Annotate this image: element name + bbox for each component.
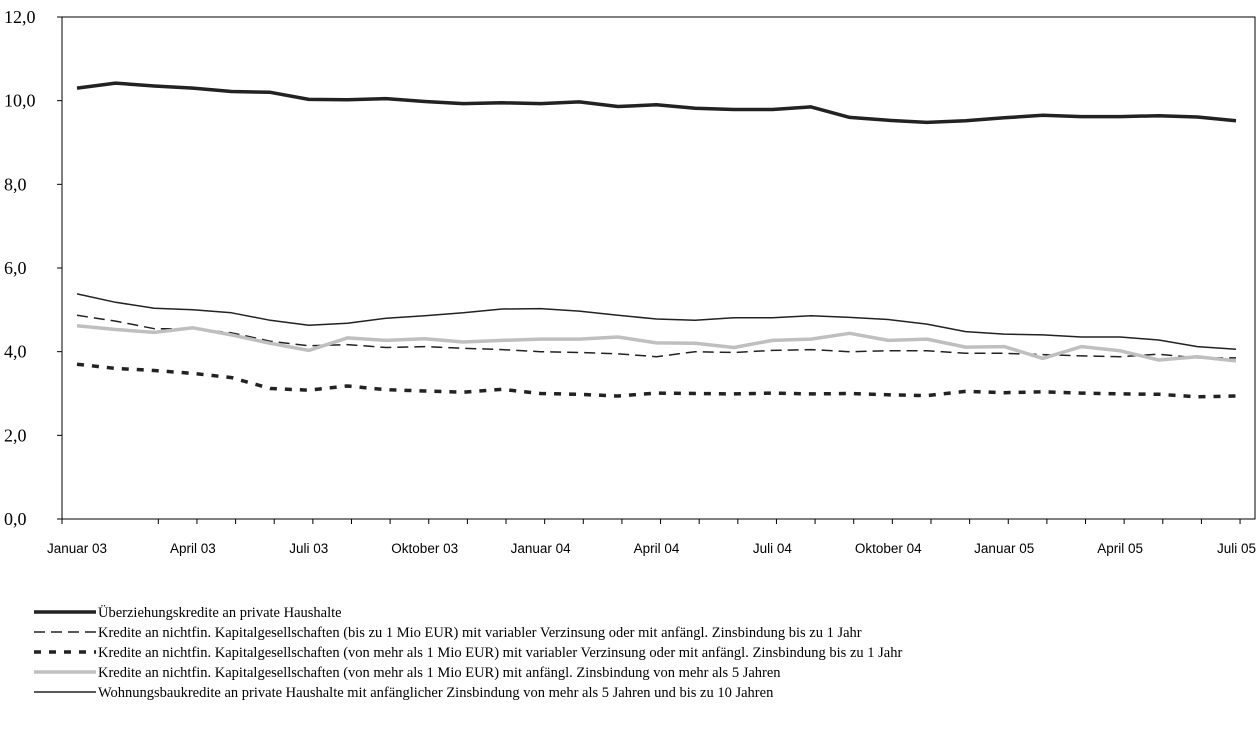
legend-label: Kredite an nichtfin. Kapitalgesellschaft… (98, 645, 902, 661)
y-tick-label: 12,0 (4, 7, 36, 27)
legend-item: Kredite an nichtfin. Kapitalgesellschaft… (34, 665, 781, 681)
series-line (76, 323, 1237, 363)
series-line (76, 362, 1237, 399)
y-axis: 0,0 2,0 4,0 6,0 8,0 10,0 12,0 (4, 7, 62, 529)
y-tick-label: 8,0 (4, 174, 27, 194)
y-tick-label: 4,0 (4, 342, 27, 362)
series-line (76, 314, 1236, 359)
legend-item: Wohnungsbaukredite an private Haushalte … (34, 685, 774, 701)
series-3 (76, 362, 1237, 399)
series-4 (76, 323, 1237, 363)
x-tick-label: Oktober 03 (391, 541, 458, 556)
legend-item: Kredite an nichtfin. Kapitalgesellschaft… (34, 645, 902, 661)
legend-label: Kredite an nichtfin. Kapitalgesellschaft… (98, 625, 862, 641)
x-tick-label: Januar 05 (974, 541, 1034, 556)
series-2 (76, 314, 1236, 359)
legend-label: Kredite an nichtfin. Kapitalgesellschaft… (98, 665, 781, 681)
x-tick-label: Oktober 04 (855, 541, 922, 556)
x-tick-label: Juli 03 (289, 541, 328, 556)
series-line (76, 293, 1237, 350)
y-tick-label: 2,0 (4, 425, 27, 445)
x-tick-label: April 04 (634, 541, 680, 556)
x-tick-label: Juli 04 (753, 541, 793, 556)
x-axis: Januar 03 April 03 Juli 03 Oktober 03 Januar… (47, 519, 1256, 556)
y-tick-label: 0,0 (4, 509, 27, 529)
x-tick-label: April 05 (1097, 541, 1143, 556)
series-layer (76, 81, 1237, 399)
series-5 (76, 293, 1237, 350)
series-line (76, 81, 1237, 125)
legend-item: Kredite an nichtfin. Kapitalgesellschaft… (34, 625, 862, 641)
legend-label: Überziehungskredite an private Haushalte (98, 604, 342, 621)
y-tick-label: 6,0 (4, 258, 27, 278)
x-tick-label: April 03 (170, 541, 216, 556)
legend-item: Überziehungskredite an private Haushalte (34, 604, 342, 621)
legend: Überziehungskredite an private Haushalte… (34, 604, 902, 701)
legend-label: Wohnungsbaukredite an private Haushalte … (98, 685, 774, 701)
series-1 (76, 81, 1237, 125)
x-tick-label: Juli 05 (1217, 541, 1256, 556)
x-tick-label: Januar 03 (47, 541, 107, 556)
x-tick-label: Januar 04 (511, 541, 572, 556)
y-tick-label: 10,0 (4, 91, 36, 111)
